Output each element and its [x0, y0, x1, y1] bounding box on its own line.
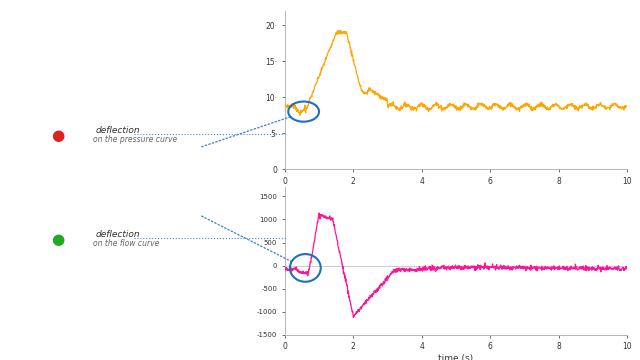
Text: ●: ●: [51, 127, 64, 143]
Text: on the flow curve: on the flow curve: [93, 239, 159, 248]
Text: deflection: deflection: [96, 230, 141, 239]
X-axis label: time (s): time (s): [438, 354, 474, 360]
Text: ●: ●: [51, 232, 64, 247]
Text: on the pressure curve: on the pressure curve: [93, 135, 177, 144]
Text: deflection: deflection: [96, 126, 141, 135]
